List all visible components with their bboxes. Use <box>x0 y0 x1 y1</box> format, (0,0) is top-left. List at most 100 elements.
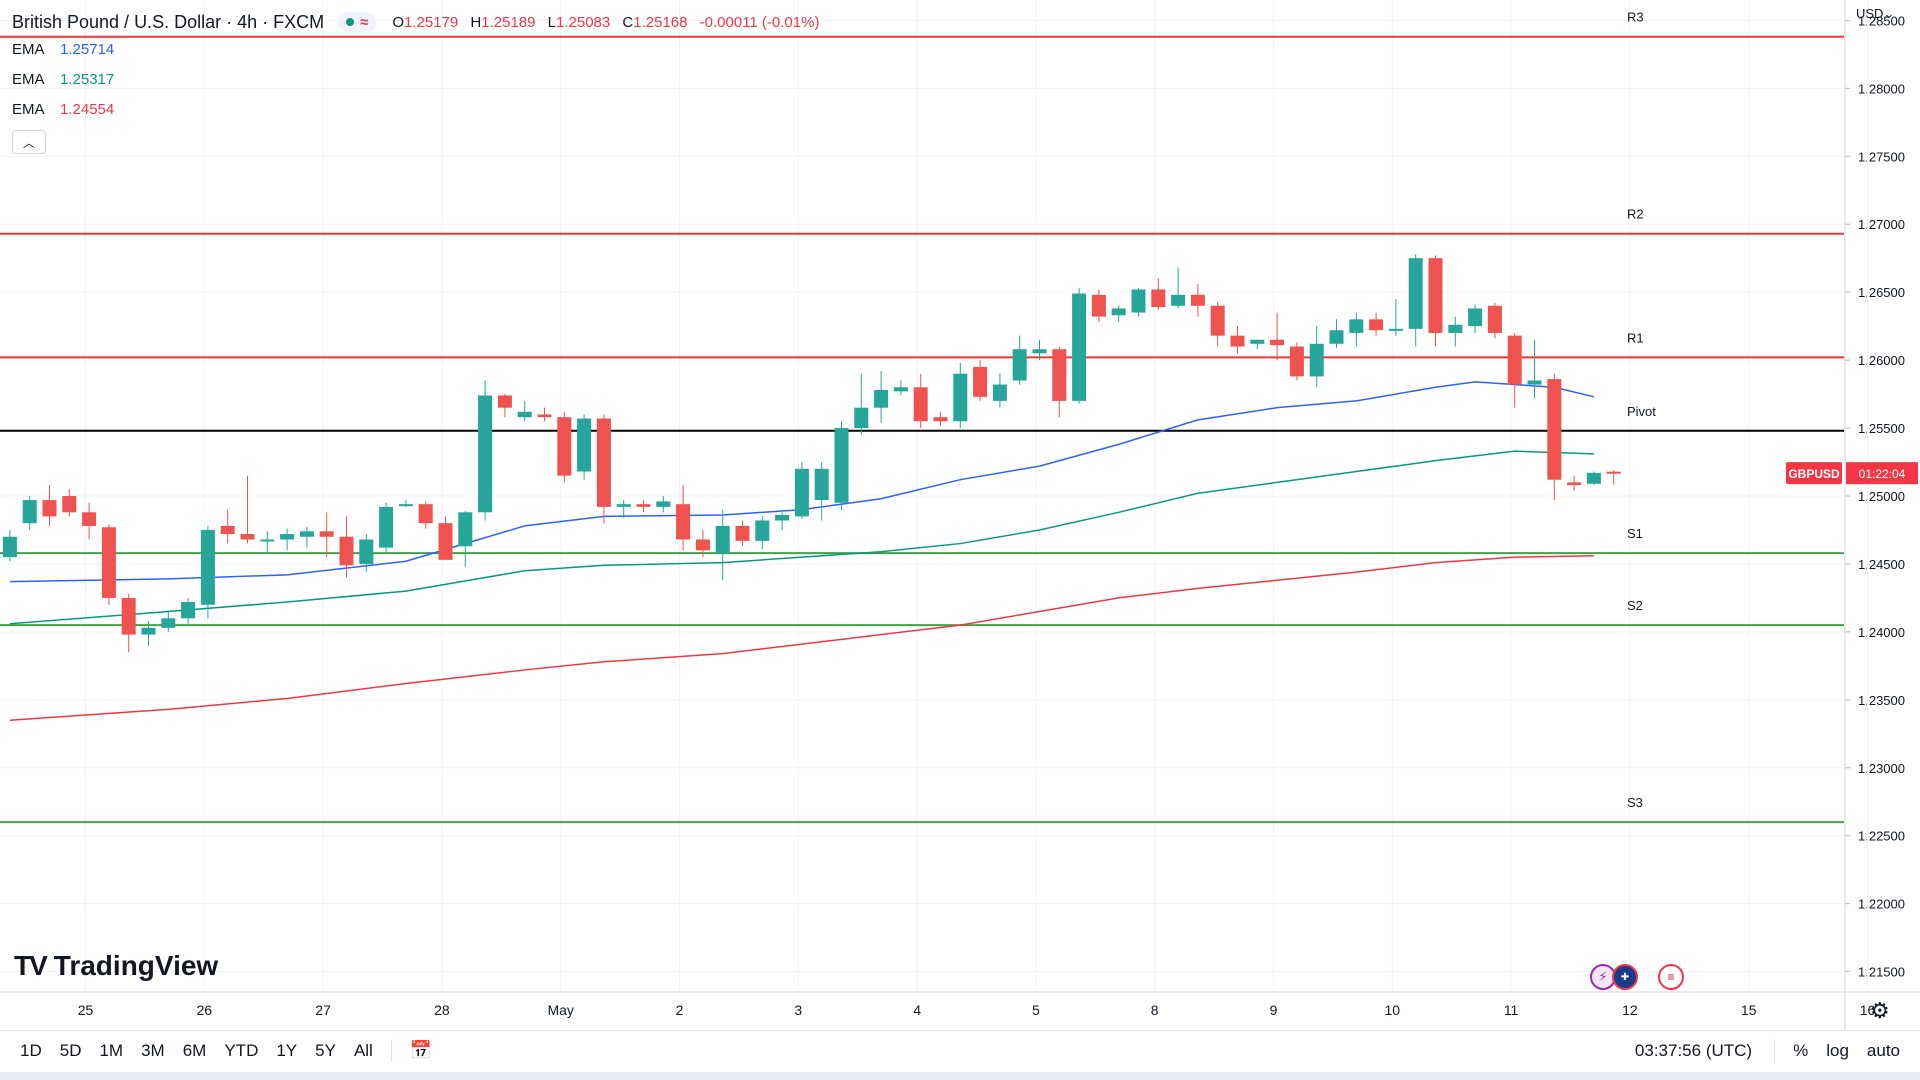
y-tick-label: 1.27500 <box>1858 149 1905 164</box>
range-1y-button[interactable]: 1Y <box>276 1040 298 1060</box>
ema-line-1 <box>9 381 1595 583</box>
candle <box>1408 254 1423 347</box>
price-chart[interactable]: 1.28500 1.28000 1.27500 1.27000 1.26500 1.260… <box>0 0 1920 1030</box>
log-scale-toggle[interactable]: log <box>1826 1040 1849 1060</box>
high-value: 1.25189 <box>481 13 536 31</box>
candle-body <box>874 390 889 408</box>
us-flag-icon[interactable]: ≡ <box>1658 964 1684 990</box>
range-5y-button[interactable]: 5Y <box>315 1040 336 1060</box>
candle-body <box>557 417 572 476</box>
range-5d-button[interactable]: 5D <box>59 1040 82 1060</box>
y-tick-label: 1.23000 <box>1858 761 1905 776</box>
candle-body <box>814 468 829 501</box>
y-tick-label: 1.24000 <box>1858 625 1905 640</box>
x-tick-label: 25 <box>78 1002 94 1018</box>
auto-scale-toggle[interactable]: auto <box>1866 1040 1900 1060</box>
level-label-pivot: Pivot <box>1627 404 1656 419</box>
change-value: -0.00011 (-0.01%) <box>699 13 820 31</box>
candle <box>497 394 512 418</box>
ema-row-3[interactable]: EMA 1.24554 <box>12 94 819 124</box>
ema-value: 1.25714 <box>60 40 115 58</box>
candle-body <box>299 531 314 537</box>
percent-scale-toggle[interactable]: % <box>1793 1040 1809 1060</box>
range-1d-button[interactable]: 1D <box>20 1040 42 1060</box>
uk-flag-icon[interactable]: ✚ <box>1612 964 1638 990</box>
candle <box>1388 298 1403 336</box>
ema-value: 1.25317 <box>60 70 115 88</box>
candle-body <box>319 531 334 537</box>
symbol-title[interactable]: British Pound / U.S. Dollar · 4h · FXCM <box>12 11 325 32</box>
currency-selector[interactable]: USD⌄ <box>1856 6 1894 22</box>
candle-body <box>1507 335 1522 385</box>
gear-icon[interactable]: ⚙ <box>1870 998 1890 1023</box>
waves-icon: ≈ <box>360 13 369 31</box>
level-label-r3: R3 <box>1627 10 1644 25</box>
symbol-tag-bg <box>1786 462 1842 485</box>
candle <box>1547 373 1562 501</box>
range-3m-button[interactable]: 3M <box>141 1040 165 1060</box>
candle <box>1032 339 1047 361</box>
candle <box>715 509 730 581</box>
candle-body <box>1032 349 1047 354</box>
market-status-pill[interactable]: ≈ <box>338 12 377 32</box>
candle <box>577 414 592 480</box>
candle <box>695 529 710 558</box>
candle <box>200 525 215 619</box>
candle <box>596 414 611 524</box>
candle <box>517 400 532 422</box>
ema-row-2[interactable]: EMA 1.25317 <box>12 64 819 94</box>
candle-body <box>260 539 275 542</box>
x-tick-label: 12 <box>1622 1002 1638 1018</box>
candle-body <box>1468 308 1483 327</box>
x-tick-label: 11 <box>1504 1002 1519 1018</box>
range-6m-button[interactable]: 6M <box>182 1040 207 1060</box>
candle <box>280 528 295 551</box>
candle-body <box>1131 289 1146 313</box>
open-label: O <box>392 13 404 31</box>
candle <box>1309 326 1324 388</box>
x-tick-label: 3 <box>794 1002 802 1018</box>
ema-row-1[interactable]: EMA 1.25714 <box>12 34 819 64</box>
candle-body <box>240 534 255 540</box>
candle-body <box>359 539 374 564</box>
candle-body <box>715 525 730 554</box>
candle-body <box>1487 305 1502 333</box>
candle <box>478 380 493 521</box>
candle <box>260 531 275 554</box>
candle-body <box>398 504 413 507</box>
y-tick-label: 1.27000 <box>1858 217 1905 232</box>
candle <box>1012 335 1027 385</box>
candle <box>537 407 552 422</box>
bottom-toolbar: 1D 5D 1M 3M 6M YTD 1Y 5Y All 📅 03:37:56 … <box>0 1030 1920 1070</box>
candle-body <box>854 407 869 429</box>
candle <box>1567 475 1582 491</box>
market-open-icon <box>346 18 355 26</box>
candle <box>794 462 809 520</box>
candle <box>220 509 235 544</box>
candle-body <box>992 384 1007 401</box>
range-ytd-button[interactable]: YTD <box>224 1040 259 1060</box>
candle <box>953 362 968 429</box>
candle <box>1072 288 1087 404</box>
tradingview-logo[interactable]: TV TradingView <box>14 950 218 982</box>
candle-body <box>1547 379 1562 480</box>
candle-body <box>62 496 77 513</box>
calendar-range-icon[interactable]: 📅 <box>409 1040 433 1060</box>
candle-body <box>1270 339 1285 346</box>
lightning-icon[interactable]: ⚡ <box>1590 964 1616 990</box>
toolbar-divider <box>1774 1039 1776 1062</box>
candle-body <box>82 512 97 526</box>
candle <box>2 529 17 562</box>
candle <box>418 501 433 529</box>
candle <box>1270 312 1285 361</box>
utc-clock[interactable]: 03:37:56 (UTC) <box>1634 1040 1753 1060</box>
candle-body <box>1151 289 1166 308</box>
candle-body <box>616 504 631 507</box>
range-1m-button[interactable]: 1M <box>99 1040 124 1060</box>
collapse-legend-button[interactable]: ︿ <box>12 130 46 154</box>
candle-body <box>794 468 809 517</box>
candle <box>240 475 255 544</box>
range-all-button[interactable]: All <box>353 1040 373 1060</box>
candle <box>973 360 988 401</box>
candle-body <box>1428 258 1443 333</box>
